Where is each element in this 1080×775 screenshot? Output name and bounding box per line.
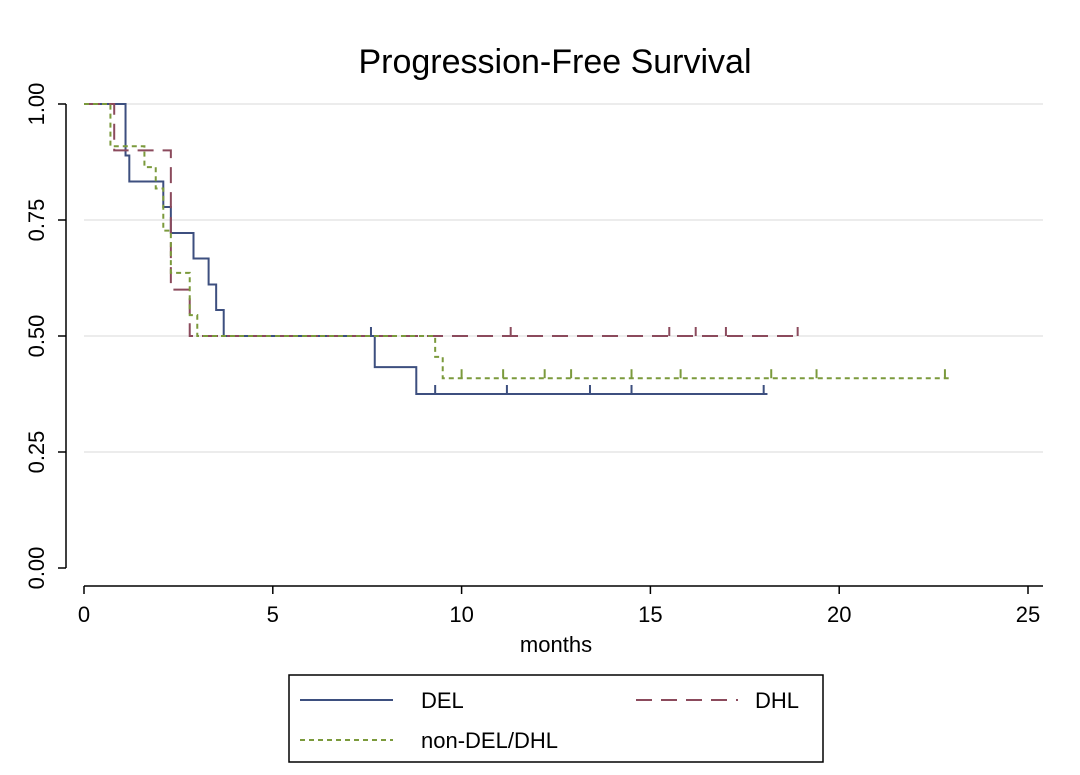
series-line-non-del-dhl (84, 103, 949, 380)
x-tick-label-1: 5 (267, 602, 279, 627)
y-axis-ticks: 0.00 0.25 0.50 0.75 1.00 (24, 83, 66, 590)
x-tick-label-2: 10 (449, 602, 473, 627)
y-tick-label-4: 1.00 (24, 83, 49, 126)
gridlines (84, 103, 1043, 453)
axes (65, 104, 1043, 587)
legend-label-del: DEL (421, 688, 464, 713)
x-tick-label-4: 20 (827, 602, 851, 627)
legend-label-dhl: DHL (755, 688, 799, 713)
x-tick-label-3: 15 (638, 602, 662, 627)
y-tick-label-3: 0.75 (24, 199, 49, 242)
y-tick-label-1: 0.25 (24, 431, 49, 474)
y-tick-label-2: 0.50 (24, 315, 49, 358)
series-line-del (84, 103, 768, 395)
plot-series (84, 103, 949, 395)
x-axis-ticks: 0 5 10 15 20 25 (78, 586, 1040, 627)
series-line-dhl (84, 103, 802, 337)
legend-box (288, 674, 824, 763)
x-tick-label-0: 0 (78, 602, 90, 627)
chart-title: Progression-Free Survival (358, 43, 751, 81)
x-axis-label: months (520, 632, 592, 657)
legend-label-non-del-dhl: non-DEL/DHL (421, 728, 558, 753)
y-tick-label-0: 0.00 (24, 547, 49, 590)
legend: DEL DHL non-DEL/DHL (288, 674, 824, 763)
x-tick-label-5: 25 (1016, 602, 1040, 627)
